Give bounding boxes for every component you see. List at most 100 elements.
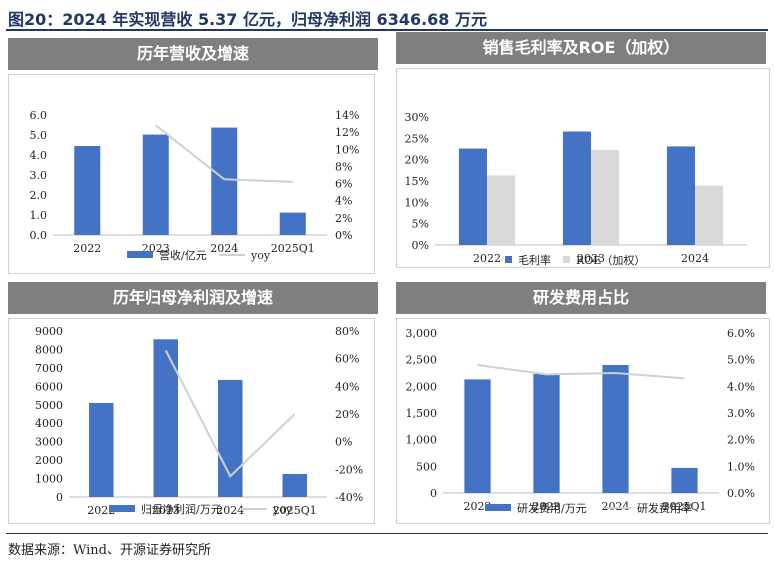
y-tick-label: 1000 <box>35 473 63 486</box>
panel-title: 销售毛利率及ROE（加权） <box>396 32 766 64</box>
y-tick-label: 10% <box>405 196 429 209</box>
margin-roe-chart: 0% 5% 10% 15% 20% 25% 30% 2022 2023 2024 毛利率 ROE（加权… <box>405 111 747 267</box>
bar <box>666 146 695 245</box>
y-tick-label: 0.0 <box>30 229 48 242</box>
y2-tick-label: 6.0% <box>727 327 755 340</box>
y-tick-label: 6000 <box>35 380 63 393</box>
panel-revenue: 历年营收及增速 0.0 1.0 2.0 3.0 4.0 5.0 6.0 0% 2% 4% 6% 8% 1… <box>8 38 378 278</box>
y-tick-label: 2000 <box>35 454 63 467</box>
bar <box>562 131 591 245</box>
legend-label: 研发费用率 <box>637 501 692 515</box>
y-tick-label: 5000 <box>35 399 63 412</box>
y-tick-label: 5% <box>412 218 429 231</box>
x-tick-label: 2022 <box>87 504 115 517</box>
legend-label: 毛利率 <box>518 253 551 267</box>
panel-net-profit: 历年归母净利润及增速 0 1000 2000 3000 4000 5000 6000 7000… <box>8 282 378 530</box>
x-tick-label: 2023 <box>577 252 605 265</box>
y2-tick-label: 3.0% <box>727 407 755 420</box>
revenue-chart: 0.0 1.0 2.0 3.0 4.0 5.0 6.0 0% 2% 4% 6% 8% 10% 12% 14%… <box>30 109 360 262</box>
bar <box>142 134 169 235</box>
y-tick-label: 20% <box>405 154 429 167</box>
y2-tick-label: 20% <box>335 408 359 421</box>
bar <box>487 175 516 245</box>
source-note: 数据来源：Wind、开源证券研究所 <box>8 543 211 558</box>
title-rule <box>6 29 768 31</box>
y2-tick-label: 60% <box>335 353 359 366</box>
legend-label: 研发费用/万元 <box>517 501 587 515</box>
y-tick-label: 2,000 <box>406 380 438 393</box>
y2-tick-label: -20% <box>335 463 363 476</box>
y-tick-label: 0 <box>56 491 63 504</box>
y2-tick-label: 4.0% <box>727 380 755 393</box>
y2-tick-label: 1.0% <box>727 460 755 473</box>
series-line <box>164 349 296 478</box>
y-tick-label: 2,500 <box>406 354 438 367</box>
y-tick-label: 1,500 <box>406 407 438 420</box>
y-tick-label: 1,000 <box>406 434 438 447</box>
y2-tick-label: 10% <box>335 143 359 156</box>
x-tick-label: 2024 <box>681 252 709 265</box>
x-tick-label: 2022 <box>73 242 101 255</box>
y-tick-label: 8000 <box>35 343 63 356</box>
y2-tick-label: 0% <box>335 436 352 449</box>
y-tick-label: 6.0 <box>30 109 48 122</box>
source-rule <box>6 533 768 534</box>
bar <box>458 148 487 245</box>
legend-label: yoy <box>272 503 293 516</box>
y2-tick-label: 0% <box>335 229 352 242</box>
y-tick-label: 2.0 <box>30 189 48 202</box>
legend-label: ROE（加权） <box>576 254 645 267</box>
x-tick-label: 2025Q1 <box>662 500 706 513</box>
y-tick-label: 5.0 <box>30 129 48 142</box>
y-tick-label: 4.0 <box>30 149 48 162</box>
legend-label: yoy <box>250 249 271 262</box>
x-tick-label: 2025Q1 <box>271 242 315 255</box>
y-tick-label: 3000 <box>35 436 63 449</box>
y2-tick-label: -40% <box>335 491 363 504</box>
y-tick-label: 0% <box>412 239 429 252</box>
legend-label: 营收/亿元 <box>159 248 207 262</box>
series-line <box>155 124 293 183</box>
y2-tick-label: 8% <box>335 160 352 173</box>
x-tick-label: 2023 <box>533 500 561 513</box>
x-tick-label: 2022 <box>473 252 501 265</box>
net-profit-chart: 0 1000 2000 3000 4000 5000 6000 7000 8000 9000 -40… <box>35 325 363 517</box>
panel-rd: 研发费用占比 0 500 1,000 1,500 2,000 2,500 3,000 0.0%… <box>396 282 770 530</box>
x-tick-label: 2024 <box>210 242 238 255</box>
x-tick-label: 2024 <box>602 500 630 513</box>
bar <box>217 379 243 497</box>
bar <box>279 212 306 235</box>
bar <box>695 185 724 245</box>
legend-swatch <box>505 256 512 263</box>
y-tick-label: 25% <box>405 132 429 145</box>
bar <box>88 402 114 497</box>
x-tick-label: 2023 <box>152 504 180 517</box>
panel-margin-roe: 销售毛利率及ROE（加权） 0% 5% 10% 15% 20% 25% 30% 2022 202… <box>396 32 770 272</box>
y-tick-label: 7000 <box>35 362 63 375</box>
legend-label: 归母净利润/万元 <box>141 502 222 516</box>
panel-title: 历年营收及增速 <box>8 38 378 70</box>
y2-tick-label: 2.0% <box>727 434 755 447</box>
bar <box>153 339 179 497</box>
x-tick-label: 2024 <box>216 504 244 517</box>
bar <box>671 467 698 493</box>
y2-tick-label: 12% <box>335 126 359 139</box>
x-tick-label: 2022 <box>464 500 492 513</box>
x-tick-label: 2025Q1 <box>273 504 317 517</box>
rd-chart: 0 500 1,000 1,500 2,000 2,500 3,000 0.0% 1.0% 2.0… <box>406 327 755 515</box>
y-tick-label: 15% <box>405 175 429 188</box>
series-line <box>477 364 685 380</box>
y-tick-label: 500 <box>416 460 437 473</box>
legend-swatch <box>109 505 135 512</box>
figure-title: 图20：2024 年实现营收 5.37 亿元，归母净利润 6346.68 万元 <box>8 10 488 29</box>
bar <box>591 149 620 245</box>
bar <box>282 473 308 497</box>
panel-title: 研发费用占比 <box>396 282 766 314</box>
legend-swatch <box>485 504 511 511</box>
y2-tick-label: 0.0% <box>727 487 755 500</box>
bar <box>533 374 560 493</box>
y-tick-label: 0 <box>430 487 437 500</box>
y-tick-label: 3,000 <box>406 327 438 340</box>
y2-tick-label: 80% <box>335 325 359 338</box>
y-tick-label: 1.0 <box>30 209 48 222</box>
